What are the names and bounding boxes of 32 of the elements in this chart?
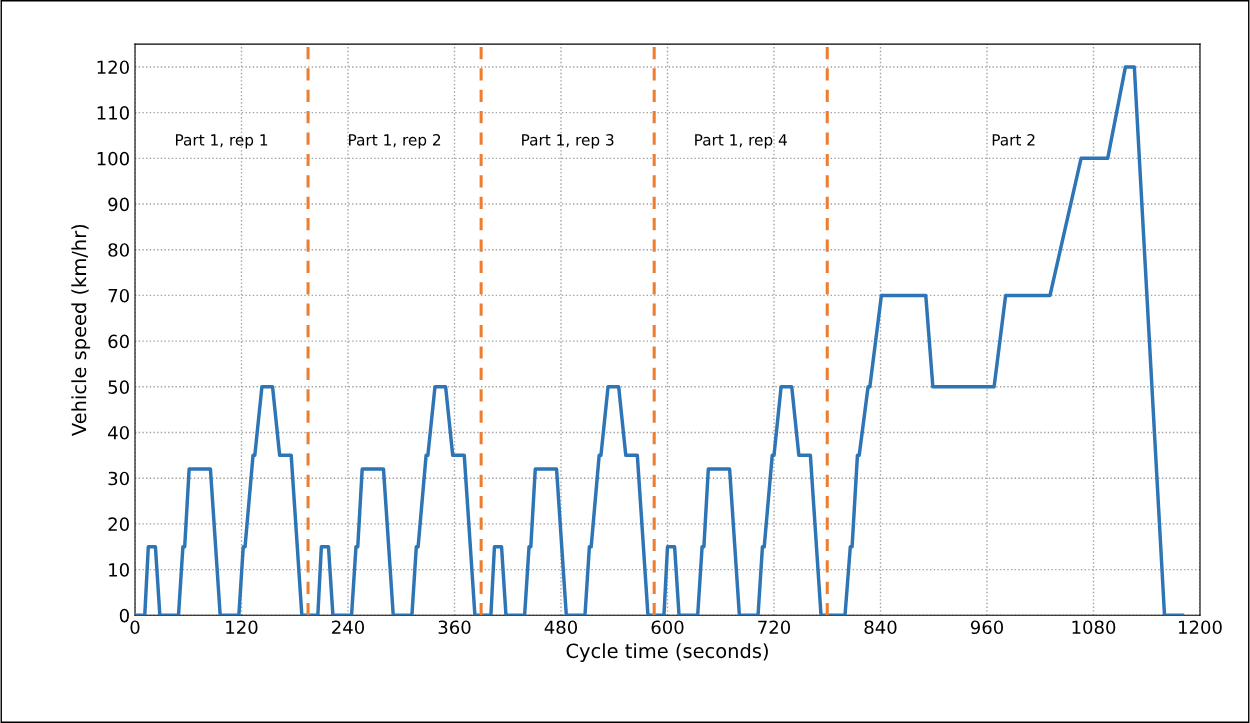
- y-tick-label: 90: [108, 197, 129, 212]
- y-tick-label: 60: [108, 334, 129, 349]
- x-axis-title: Cycle time (seconds): [566, 643, 768, 662]
- y-tick-label: 20: [108, 517, 129, 531]
- y-tick-label: 10: [109, 563, 129, 577]
- annotation: Part 1, rep 2: [349, 134, 441, 149]
- x-tick-label: 0: [130, 620, 140, 635]
- annotation: Part 1, rep 1: [176, 134, 268, 149]
- x-tick-label: 960: [970, 620, 1004, 635]
- x-tick-label: 1200: [1179, 620, 1222, 635]
- y-tick-label: 70: [108, 288, 129, 303]
- line-series: [135, 65, 1184, 616]
- x-tick-label: 480: [544, 620, 578, 635]
- y-tick-label: 40: [108, 425, 129, 440]
- annotation: Part 1, rep 3: [522, 134, 614, 149]
- y-tick-label: 110: [97, 106, 129, 120]
- x-tick-label: 240: [332, 620, 365, 635]
- y-axis-title: Vehicle speed (km/hr): [71, 224, 91, 436]
- x-tick-label: 600: [651, 620, 684, 635]
- y-tick-label: 50: [108, 380, 129, 394]
- y-tick-label: 100: [97, 151, 129, 166]
- y-tick-label: 30: [108, 471, 129, 486]
- y-tick-label: 0: [119, 608, 129, 623]
- x-tick-label: 120: [226, 620, 258, 635]
- x-tick-label: 840: [864, 620, 897, 635]
- x-tick-label: 720: [758, 620, 791, 635]
- annotation: Part 2: [992, 134, 1035, 146]
- x-tick-label: 1080: [1072, 620, 1116, 635]
- y-tick-label: 120: [97, 60, 129, 75]
- annotation: Part 1, rep 4: [695, 134, 787, 149]
- x-tick-label: 360: [438, 620, 471, 635]
- y-tick-label: 80: [108, 243, 129, 257]
